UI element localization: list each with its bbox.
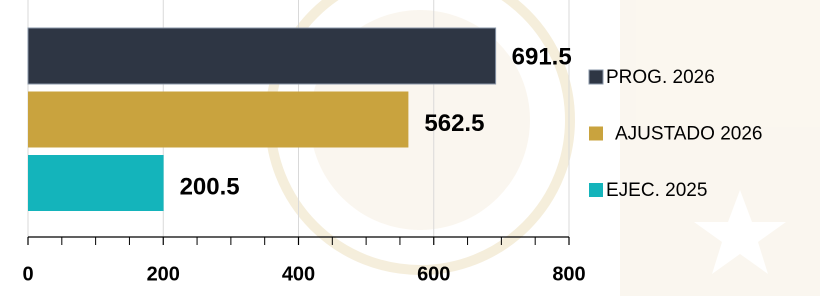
- legend-swatch: [589, 183, 603, 197]
- value-label: 200.5: [180, 173, 240, 200]
- x-tick-label: 200: [147, 263, 180, 285]
- page: {"chart_data": {"type": "bar", "orientat…: [0, 0, 820, 296]
- bar: [28, 28, 496, 84]
- legend-label: AJUSTADO 2026: [615, 124, 762, 145]
- bar: [28, 155, 164, 211]
- chart: 0 200 400 600 800 691.5 PROG. 2026 562.5 AJUSTAD…: [0, 0, 820, 296]
- value-label: 691.5: [512, 43, 572, 70]
- legend-label: PROG. 2026: [606, 67, 715, 88]
- bar: [28, 92, 408, 148]
- legend-label: EJEC. 2025: [606, 180, 707, 201]
- value-label: 562.5: [424, 110, 484, 137]
- x-tick-label: 600: [417, 263, 450, 285]
- x-tick-label: 400: [282, 263, 315, 285]
- x-tick-label: 0: [22, 263, 33, 285]
- legend-swatch: [589, 70, 603, 84]
- legend-swatch: [589, 127, 603, 141]
- x-tick-label: 800: [552, 263, 585, 285]
